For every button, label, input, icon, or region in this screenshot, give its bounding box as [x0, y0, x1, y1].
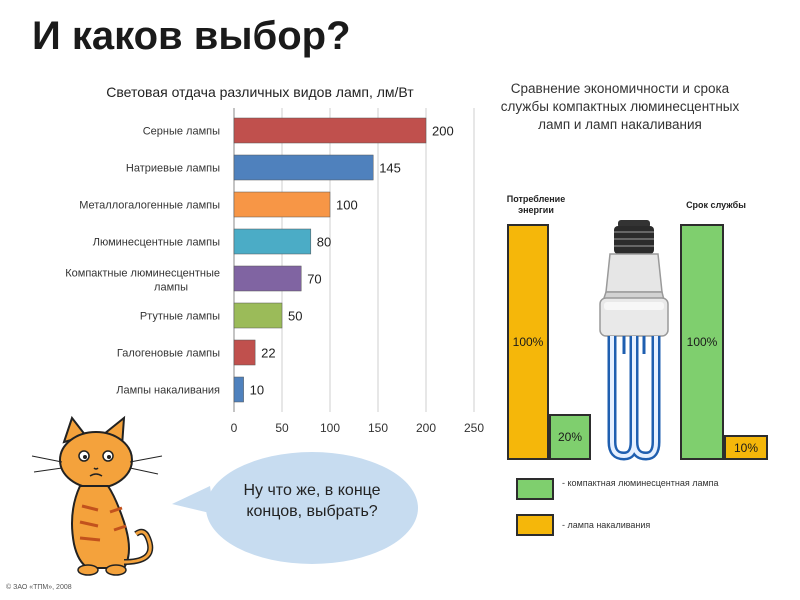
bar	[233, 302, 283, 329]
life-incandescent-value: 10%	[733, 440, 759, 455]
category-label: Галогеновые лампы	[117, 348, 220, 360]
service-life-label: Срок службы	[686, 200, 746, 210]
x-tick-label: 50	[275, 421, 289, 435]
luminous-efficacy-chart: 0 50 100 150 200 250 200 Серные лампы 145 Натриев…	[65, 108, 484, 435]
bar-value-label: 10	[250, 383, 264, 398]
bar-value-label: 50	[288, 309, 302, 324]
legend-incandescent-swatch	[516, 514, 554, 536]
category-label: Компактные люминесцентные лампы	[65, 268, 220, 294]
category-label: Металлогалогенные лампы	[79, 200, 220, 212]
category-label: Люминесцентные лампы	[93, 237, 220, 249]
bar	[233, 191, 331, 218]
comparison-chart-title: Сравнение экономичности и срока службы к…	[500, 81, 740, 132]
life-cfl-bar: 100%	[680, 224, 724, 460]
category-label: Ртутные лампы	[140, 311, 220, 323]
energy-incandescent-value: 100%	[512, 335, 544, 349]
bar	[233, 265, 302, 292]
legend-cfl-label: - компактная люминесцентная лампа	[562, 478, 719, 488]
footer-copyright: © ЗАО «ТПМ», 2008	[6, 584, 72, 591]
x-tick-label: 150	[368, 421, 388, 435]
x-tick-label: 250	[464, 421, 484, 435]
cfl-bulb-icon	[599, 220, 669, 461]
energy-consumption-label: Потребление энергии	[506, 194, 566, 215]
category-label: Серные лампы	[143, 126, 220, 138]
cat-icon	[31, 415, 163, 576]
bar-value-label: 100	[336, 198, 358, 213]
bar-value-label: 145	[379, 161, 401, 176]
x-tick-label: 200	[416, 421, 436, 435]
category-label: Лампы накаливания	[116, 385, 220, 397]
speech-bubble-tail	[172, 486, 214, 514]
legend-incandescent-label: - лампа накаливания	[562, 520, 651, 530]
energy-incandescent-bar: 100%	[507, 224, 549, 460]
energy-cfl-value: 20%	[557, 430, 583, 444]
bar	[233, 228, 312, 255]
legend-cfl-swatch	[516, 478, 554, 500]
speech-bubble	[206, 452, 418, 564]
energy-cfl-bar: 20%	[549, 414, 591, 460]
bar	[233, 154, 374, 181]
bar-value-label: 80	[317, 235, 331, 250]
luminous-chart-title: Световая отдача различных видов ламп, лм…	[106, 84, 414, 100]
bar-value-label: 200	[432, 124, 454, 139]
bar	[233, 339, 256, 366]
life-incandescent-bar: 10%	[724, 435, 768, 460]
bar	[233, 117, 427, 144]
speech-bubble-text: Ну что же, в конце концов, выбрать?	[243, 482, 381, 520]
bar-value-label: 70	[307, 272, 321, 287]
x-tick-label: 0	[231, 421, 238, 435]
x-tick-label: 100	[320, 421, 340, 435]
category-label: Натриевые лампы	[126, 163, 220, 175]
life-cfl-value: 100%	[686, 335, 718, 349]
bar-value-label: 22	[261, 346, 275, 361]
page-title: И каков выбор?	[32, 14, 351, 58]
bar	[233, 376, 244, 403]
